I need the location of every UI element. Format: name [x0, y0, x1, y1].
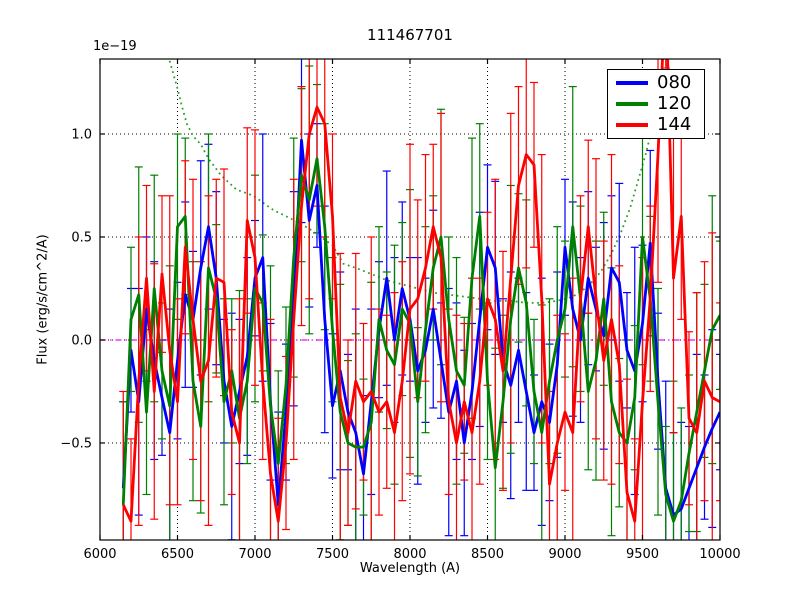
plot-title: 111467701 [367, 26, 453, 44]
y-axis-offset-text: 1e−19 [93, 39, 137, 54]
legend-label-080: 080 [657, 72, 692, 94]
x-tick-label: 9500 [626, 547, 659, 562]
y-tick-label: −0.5 [60, 436, 92, 451]
y-axis-label: Flux (erg/s/cm^2/A) [35, 234, 51, 365]
legend-label-144: 144 [657, 113, 692, 135]
x-tick-label: 6000 [83, 547, 116, 562]
legend-entry-080: 080 [616, 73, 698, 94]
x-tick-label: 8500 [471, 547, 504, 562]
y-tick-label: 1.0 [71, 127, 92, 142]
x-tick-label: 7500 [316, 547, 349, 562]
x-tick-label: 7000 [238, 547, 271, 562]
legend-label-120: 120 [657, 93, 692, 114]
x-tick-label: 10000 [699, 547, 740, 562]
x-axis-label: Wavelength (A) [359, 561, 461, 576]
y-tick-label: 0.5 [71, 230, 92, 245]
legend: 080 120 144 [607, 69, 705, 139]
x-tick-label: 8000 [393, 547, 426, 562]
legend-entry-144: 144 [616, 114, 698, 135]
tick-marks [99, 59, 721, 540]
legend-entry-120: 120 [616, 94, 698, 115]
legend-line-sample-144 [616, 122, 648, 127]
x-tick-label: 9000 [548, 547, 581, 562]
legend-line-sample-080 [616, 81, 648, 86]
legend-line-sample-120 [616, 102, 648, 106]
y-tick-label: 0.0 [71, 333, 92, 348]
x-tick-label: 6500 [161, 547, 194, 562]
series-line-120 [121, 157, 720, 523]
series-line-144 [121, 59, 720, 523]
tick-labels: 6000 6500 7000 7500 8000 8500 9000 9500 10000 −0.… [60, 127, 740, 562]
